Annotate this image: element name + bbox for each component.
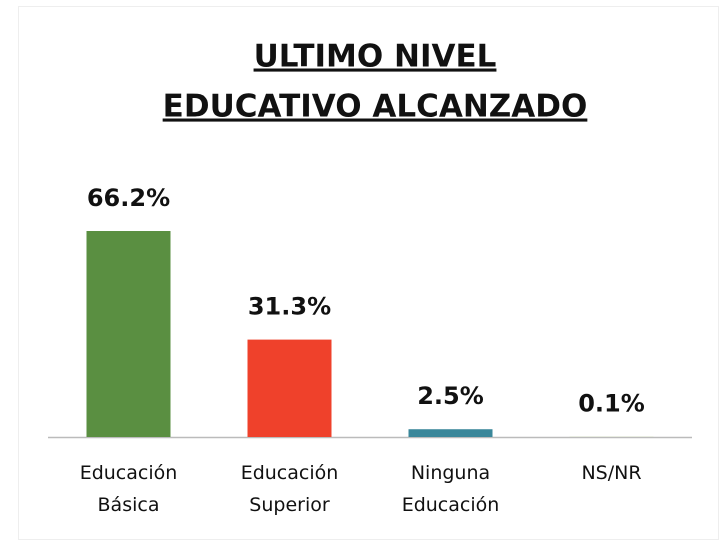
chart-title: EDUCATIVO ALCANZADO [163,89,588,125]
x-tick-label: NS/NR [581,462,641,484]
data-label: 0.1% [578,390,645,418]
bar [86,231,171,437]
bar [247,339,332,437]
x-tick-label: Ninguna Educación [402,462,500,516]
data-label: 31.3% [248,293,331,321]
data-label: 66.2% [87,184,170,212]
x-tick-label: Educación Básica [80,462,178,516]
bar [408,429,493,437]
chart-title: ULTIMO NIVEL [254,39,497,75]
data-label: 2.5% [417,382,484,410]
x-tick-label: Educación Superior [241,462,339,516]
